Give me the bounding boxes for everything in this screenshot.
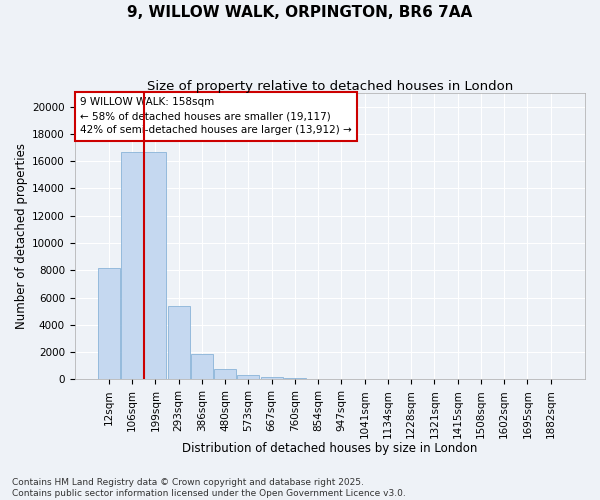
Bar xyxy=(98,268,120,380)
Y-axis label: Number of detached properties: Number of detached properties xyxy=(15,143,28,329)
X-axis label: Distribution of detached houses by size in London: Distribution of detached houses by size … xyxy=(182,442,478,455)
Bar xyxy=(284,378,306,380)
Bar xyxy=(167,306,190,380)
Text: 9 WILLOW WALK: 158sqm
← 58% of detached houses are smaller (19,117)
42% of semi-: 9 WILLOW WALK: 158sqm ← 58% of detached … xyxy=(80,98,352,136)
Bar xyxy=(238,374,259,380)
Bar xyxy=(191,354,213,380)
Bar xyxy=(214,369,236,380)
Bar xyxy=(145,152,166,380)
Bar xyxy=(121,152,143,380)
Text: 9, WILLOW WALK, ORPINGTON, BR6 7AA: 9, WILLOW WALK, ORPINGTON, BR6 7AA xyxy=(127,5,473,20)
Text: Contains HM Land Registry data © Crown copyright and database right 2025.
Contai: Contains HM Land Registry data © Crown c… xyxy=(12,478,406,498)
Title: Size of property relative to detached houses in London: Size of property relative to detached ho… xyxy=(146,80,513,93)
Bar xyxy=(260,376,283,380)
